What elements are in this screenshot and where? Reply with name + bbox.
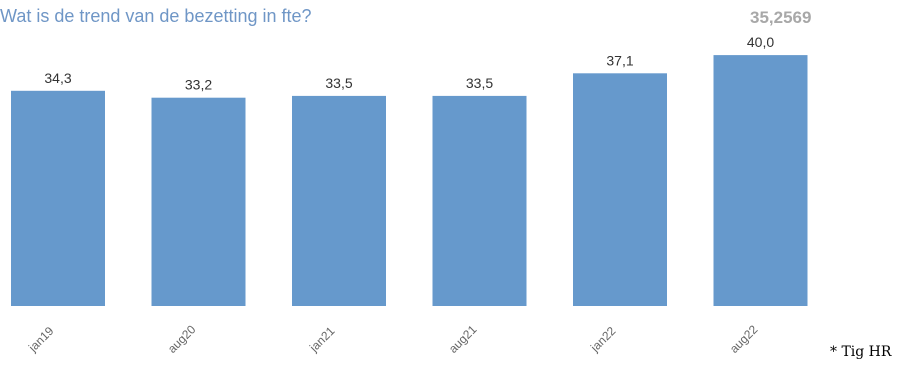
x-tick-label-jan22: jan22 (587, 324, 619, 356)
kpi-value: 35,2569 (750, 8, 812, 27)
x-tick-label-aug22: aug22 (727, 322, 761, 356)
x-tick-label-aug20: aug20 (165, 322, 199, 356)
bar-jan19 (11, 90, 105, 306)
bar-aug20 (151, 97, 246, 306)
bar-jan21 (292, 95, 386, 307)
data-label-aug20: 33,2 (185, 77, 212, 93)
data-label-jan21: 33,5 (325, 75, 352, 91)
x-tick-label-aug21: aug21 (446, 322, 480, 356)
data-label-aug22: 40,0 (747, 34, 774, 50)
bar-jan22 (573, 73, 667, 306)
x-tick-label-jan19: jan19 (25, 324, 57, 356)
bar-aug22 (713, 55, 808, 306)
data-label-aug21: 33,5 (466, 75, 493, 91)
x-tick-label-jan21: jan21 (306, 324, 338, 356)
data-label-jan22: 37,1 (606, 52, 633, 68)
chart-title: Wat is de trend van de bezetting in fte? (0, 6, 312, 26)
bar-aug21 (432, 95, 527, 307)
source-note: * Tig HR (830, 344, 892, 360)
data-label-jan19: 34,3 (44, 70, 71, 86)
